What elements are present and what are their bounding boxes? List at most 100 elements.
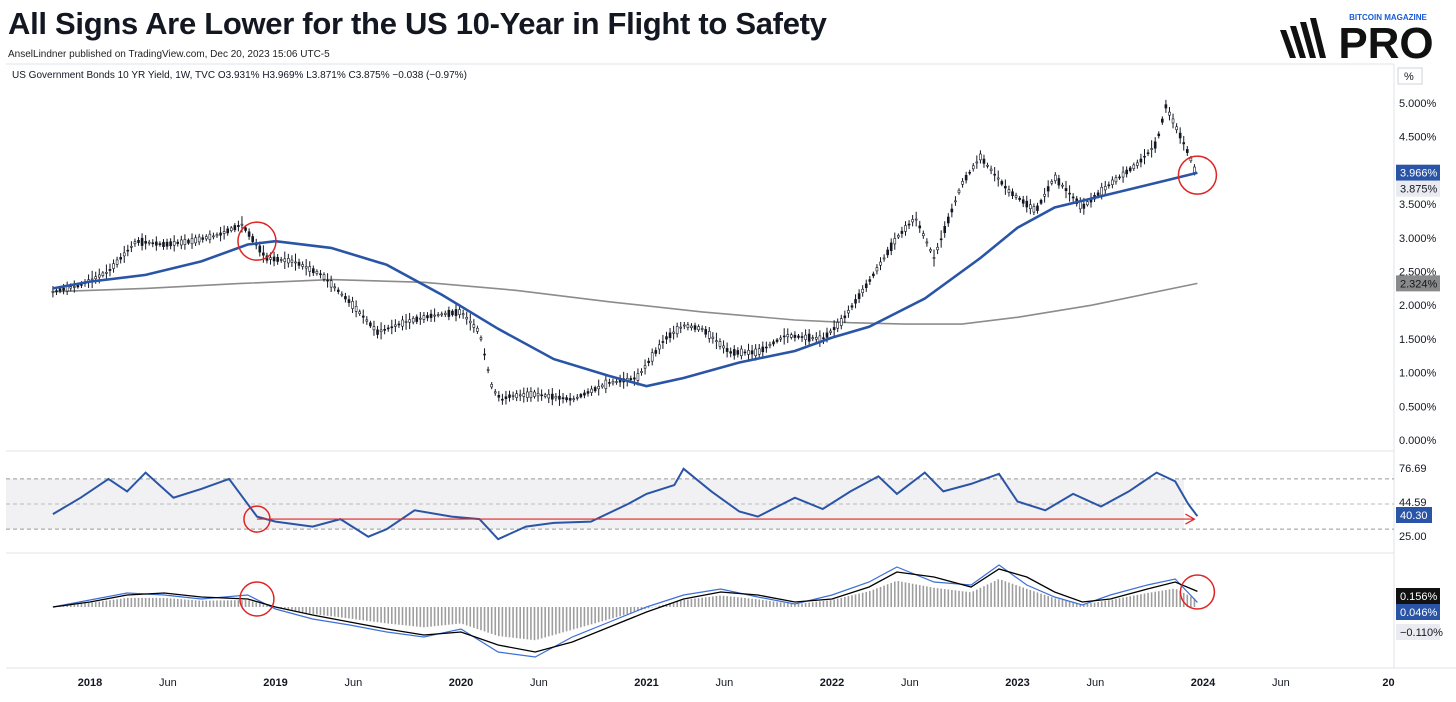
candle-body xyxy=(736,350,740,355)
candle-body xyxy=(914,218,918,221)
candle-body xyxy=(608,382,611,384)
candle-body xyxy=(864,283,868,289)
candle-body xyxy=(861,288,864,293)
candle-body xyxy=(122,252,126,257)
rsi-line xyxy=(52,467,1199,541)
candle-body xyxy=(283,258,287,262)
candle-body xyxy=(611,380,615,384)
candle-body xyxy=(1168,111,1171,116)
candle-body xyxy=(946,216,950,224)
candle-body xyxy=(800,336,804,338)
candle-body xyxy=(600,384,604,388)
x-axis-tick: 2019 xyxy=(263,677,287,689)
highlight-circle xyxy=(243,505,271,533)
candle-body xyxy=(269,257,272,260)
candle-body xyxy=(312,268,315,274)
candle-body xyxy=(957,189,961,194)
unit-label: % xyxy=(1404,71,1414,83)
candle-body xyxy=(140,237,144,246)
candle-body xyxy=(237,225,240,227)
candle-body xyxy=(1057,178,1061,186)
x-axis-tick: 2021 xyxy=(634,677,658,689)
candle-body xyxy=(1061,184,1064,187)
candle-body xyxy=(993,173,996,176)
candle-body xyxy=(126,249,130,252)
candle-body xyxy=(155,241,158,246)
ma-slow-line xyxy=(52,278,1198,325)
candle-body xyxy=(97,274,101,278)
rsi-y-tick: 76.69 xyxy=(1399,463,1427,475)
candle-body xyxy=(804,334,807,340)
candle-body xyxy=(879,261,882,266)
candle-body xyxy=(961,181,964,185)
candle-body xyxy=(633,377,636,380)
candle-body xyxy=(419,317,422,320)
price-tag-bg xyxy=(1396,180,1440,197)
candle-body xyxy=(775,339,779,342)
candle-body xyxy=(133,241,137,245)
candle-body xyxy=(1029,204,1032,210)
price-y-tick: 2.000% xyxy=(1399,300,1437,312)
candle-body xyxy=(1096,192,1100,196)
candle-body xyxy=(943,226,947,233)
candle-body xyxy=(754,348,757,357)
candle-body xyxy=(907,223,911,226)
price-y-tick: 1.000% xyxy=(1399,368,1437,380)
price-tag-label: 3.966% xyxy=(1400,168,1438,180)
candle-body xyxy=(686,324,690,328)
candle-body xyxy=(468,320,472,324)
candle-body xyxy=(262,252,265,256)
candle-body xyxy=(732,349,736,356)
candle-body xyxy=(757,348,761,355)
candle-body xyxy=(697,326,700,331)
candle-body xyxy=(911,219,914,223)
candle-body xyxy=(1039,199,1043,204)
candle-body xyxy=(654,350,658,354)
highlight-circle xyxy=(237,221,277,261)
unit-label-box: % xyxy=(1397,67,1423,85)
candle-body xyxy=(811,337,815,340)
macd-tag-bg xyxy=(1396,624,1440,640)
candle-body xyxy=(604,379,608,389)
candle-body xyxy=(344,296,347,300)
candle-body xyxy=(490,384,493,388)
candle-body xyxy=(643,365,647,369)
candle-body xyxy=(333,286,337,289)
candle-body xyxy=(1193,166,1196,173)
candle-body xyxy=(440,313,444,316)
candle-body xyxy=(497,395,501,398)
candle-body xyxy=(872,273,875,277)
candle-body xyxy=(636,373,640,381)
candle-body xyxy=(829,330,832,333)
candle-body xyxy=(922,233,925,237)
candle-body xyxy=(1186,149,1189,153)
price-y-tick: 1.500% xyxy=(1399,334,1437,346)
candle-body xyxy=(187,239,190,244)
candle-body xyxy=(365,319,369,322)
candle-body xyxy=(665,336,668,340)
candle-body xyxy=(565,397,568,401)
candle-body xyxy=(208,233,212,240)
candle-body xyxy=(790,334,793,338)
candle-body xyxy=(1171,118,1175,124)
candle-body xyxy=(251,236,254,242)
candle-body xyxy=(90,278,94,281)
macd-tag-label: 0.046% xyxy=(1400,607,1438,619)
price-tag-label: 3.875% xyxy=(1400,184,1438,196)
ma-fast-line xyxy=(52,171,1198,388)
bitcoin-magazine-pro-logo: BITCOIN MAGAZINE PRO xyxy=(1276,8,1452,68)
x-axis-tick: Jun xyxy=(345,677,363,689)
candle-body xyxy=(215,234,219,237)
candle-body xyxy=(950,208,954,213)
price-y-tick: 5.000% xyxy=(1399,98,1437,110)
candle-body xyxy=(119,257,122,260)
candle-body xyxy=(422,315,426,320)
candle-body xyxy=(354,305,358,312)
candle-body xyxy=(640,371,643,373)
candle-body xyxy=(1153,141,1157,149)
candle-body xyxy=(815,337,818,340)
macd-tag-label: −0.110% xyxy=(1400,627,1443,639)
candle-body xyxy=(369,322,372,327)
candle-body xyxy=(868,279,872,282)
candle-body xyxy=(722,345,725,349)
